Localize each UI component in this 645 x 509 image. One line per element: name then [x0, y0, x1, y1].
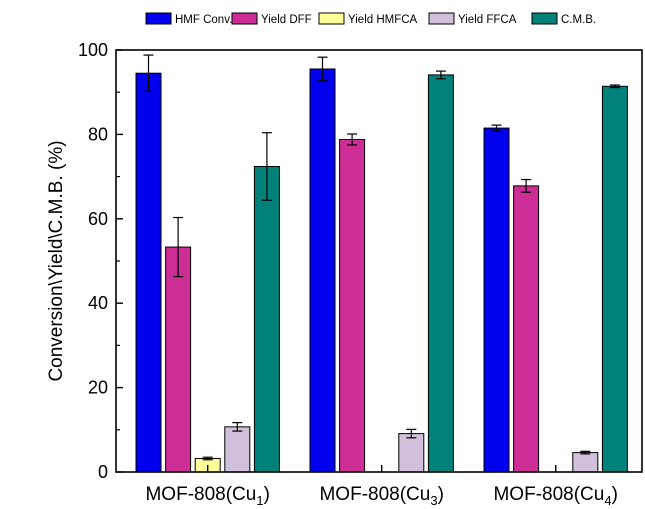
x-tick-label-close: ) — [264, 484, 270, 505]
x-tick-label-base: MOF-808(Cu — [319, 484, 430, 505]
legend-swatch — [531, 12, 558, 25]
x-tick-label-close: ) — [438, 484, 444, 505]
y-tick-label: 0 — [98, 462, 108, 482]
x-tick-label-base: MOF-808(Cu — [493, 484, 604, 505]
legend-swatch — [318, 12, 345, 25]
y-tick-label: 20 — [88, 378, 108, 398]
legend-swatch — [145, 12, 172, 25]
legend-label: Yield DFF — [261, 14, 312, 26]
bar-yield-ffca — [224, 426, 251, 473]
legend-item: Yield FFCA — [428, 12, 517, 26]
legend-swatch — [231, 12, 258, 25]
legend-item: Yield DFF — [231, 12, 312, 26]
x-tick-label-subscript: 4 — [604, 493, 611, 508]
x-axis: MOF-808(Cu1) MOF-808(Cu3) MOF-808(Cu4) — [145, 465, 618, 508]
bar-c-m-b — [253, 165, 280, 473]
legend-swatch — [428, 12, 455, 25]
bar-hmf-conv — [309, 68, 336, 473]
x-tick-label: MOF-808(Cu1) — [145, 484, 269, 508]
legend-label: Yield HMFCA — [348, 14, 418, 26]
plot-area — [135, 54, 628, 473]
y-tick-label: 60 — [88, 209, 108, 229]
x-tick-label-subscript: 3 — [430, 493, 437, 508]
legend-item: C.M.B. — [531, 12, 596, 26]
bar-group — [309, 56, 454, 473]
bar-c-m-b — [427, 74, 454, 473]
bar-hmf-conv — [483, 127, 510, 473]
legend-label: Yield FFCA — [458, 14, 517, 26]
bar-yield-dff — [339, 138, 366, 473]
bar-yield-dff — [513, 185, 540, 473]
y-tick-label: 100 — [78, 40, 108, 60]
bar-yield-dff — [165, 246, 192, 473]
bar-hmf-conv — [135, 72, 162, 473]
bar-c-m-b — [601, 85, 628, 473]
legend-label: HMF Conv. — [175, 14, 232, 26]
legend-label: C.M.B. — [561, 14, 596, 26]
plot-frame — [115, 49, 643, 473]
y-tick-label: 40 — [88, 293, 108, 313]
y-axis-label: Conversion\Yield\C.M.B. (%) — [46, 140, 67, 381]
y-tick-label: 80 — [88, 124, 108, 144]
x-tick-label: MOF-808(Cu4) — [493, 484, 617, 508]
x-tick-label-base: MOF-808(Cu — [145, 484, 256, 505]
y-axis: 0 20 40 60 80 100 — [78, 40, 123, 482]
x-tick-label: MOF-808(Cu3) — [319, 484, 443, 508]
bar-yield-ffca — [398, 433, 425, 473]
bar-group — [135, 54, 280, 473]
x-tick-label-subscript: 1 — [256, 493, 263, 508]
bar-yield-ffca — [572, 452, 599, 473]
legend-item: HMF Conv. — [145, 12, 232, 26]
x-tick-label-close: ) — [612, 484, 618, 505]
legend-item: Yield HMFCA — [318, 12, 418, 26]
legend: HMF Conv. Yield DFF Yield HMFCA Yield FFCA C… — [145, 12, 596, 26]
bar-group — [483, 84, 628, 473]
